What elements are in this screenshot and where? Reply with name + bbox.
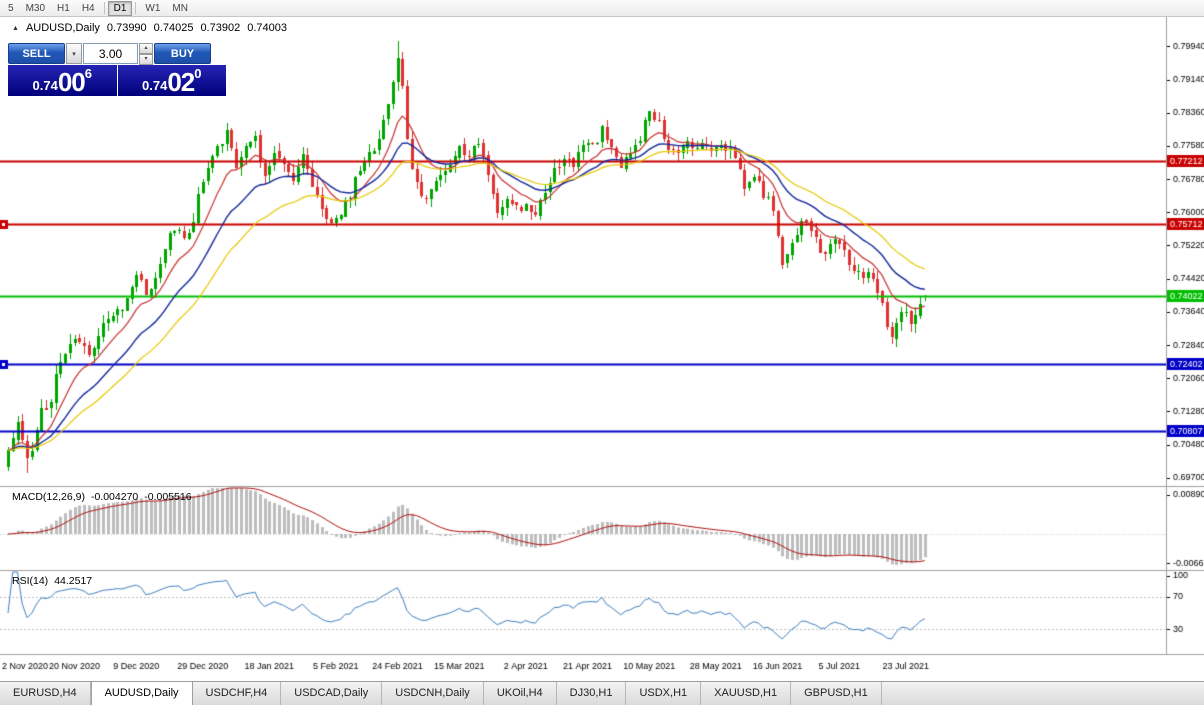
macd-signal-value: -0.005516	[144, 491, 192, 503]
buy-button[interactable]: BUY	[154, 43, 211, 64]
chart-area: ▲ AUDUSD,Daily 0.73990 0.74025 0.73902 0…	[0, 17, 1204, 681]
symbol-direction-icon: ▲	[12, 24, 19, 32]
tab-usdchf-h4[interactable]: USDCHF,H4	[193, 682, 282, 705]
tab-gbpusd-h1[interactable]: GBPUSD,H1	[791, 682, 882, 705]
ohlc-high: 0.74025	[153, 22, 194, 34]
volume-spinner[interactable]: ▴ ▾	[139, 43, 153, 65]
tabbar-filler	[882, 682, 1204, 705]
volume-down-icon[interactable]: ▾	[139, 54, 153, 65]
rsi-value: 44.2517	[54, 575, 93, 587]
toolbar-separator	[103, 2, 105, 14]
ohlc-close: 0.74003	[247, 22, 287, 34]
timeframe-w1[interactable]: W1	[139, 1, 166, 16]
price-chart-canvas[interactable]	[0, 17, 1204, 681]
tab-usdcnh-daily[interactable]: USDCNH,Daily	[382, 682, 484, 705]
timeframe-d1[interactable]: D1	[107, 0, 133, 16]
ohlc-low: 0.73902	[200, 22, 241, 34]
tab-audusd-daily[interactable]: AUDUSD,Daily	[90, 682, 193, 705]
sell-button[interactable]: SELL	[8, 43, 65, 64]
timeframe-m30[interactable]: M30	[20, 1, 51, 16]
volume-dropdown-button[interactable]: ▾	[66, 43, 82, 64]
rsi-indicator-label: RSI(14) 44.2517	[12, 575, 92, 587]
sell-price-prefix: 0.74	[32, 78, 58, 93]
chart-tabbar: EURUSD,H4 AUDUSD,Daily USDCHF,H4 USDCAD,…	[0, 681, 1204, 705]
timeframe-mn[interactable]: MN	[166, 1, 194, 16]
sell-price-pipette: 6	[84, 66, 92, 81]
rsi-name: RSI(14)	[12, 575, 49, 587]
tab-usdcad-daily[interactable]: USDCAD,Daily	[281, 682, 383, 705]
buy-price-prefix: 0.74	[142, 78, 168, 93]
tab-usdx-h1[interactable]: USDX,H1	[626, 682, 702, 705]
buy-price-pipette: 0	[194, 66, 202, 81]
timeframe-toolbar: 5 M30 H1 H4 D1 W1 MN	[0, 0, 1204, 17]
trade-controls-row: SELL ▾ ▴ ▾ BUY	[8, 43, 226, 65]
macd-name: MACD(12,26,9)	[12, 491, 85, 503]
buy-price-big-digits: 02	[167, 67, 195, 97]
toolbar-separator	[135, 2, 137, 14]
tab-eurusd-h4[interactable]: EURUSD,H4	[0, 682, 91, 705]
macd-main-value: -0.004270	[90, 491, 139, 503]
chart-symbol-label: AUDUSD,Daily	[25, 22, 100, 34]
volume-input[interactable]	[83, 43, 138, 64]
chart-ohlc-header: ▲ AUDUSD,Daily 0.73990 0.74025 0.73902 0…	[12, 22, 287, 34]
sell-price-display[interactable]: 0.74 00 6	[8, 65, 117, 96]
timeframe-h4[interactable]: H4	[76, 1, 101, 16]
timeframe-h1[interactable]: H1	[51, 1, 76, 16]
tab-ukoil-h4[interactable]: UKOil,H4	[484, 682, 557, 705]
ohlc-open: 0.73990	[106, 22, 147, 34]
sell-price-big-digits: 00	[57, 67, 86, 97]
timeframe-m5[interactable]: 5	[2, 1, 20, 16]
tab-xauusd-h1[interactable]: XAUUSD,H1	[701, 682, 792, 705]
buy-price-display[interactable]: 0.74 02 0	[117, 65, 226, 97]
volume-up-icon[interactable]: ▴	[139, 43, 153, 54]
macd-indicator-label: MACD(12,26,9) -0.004270 -0.005516	[12, 491, 192, 503]
trade-prices-row: 0.74 00 6 0.74 02 0	[8, 65, 226, 96]
tab-dj30-h1[interactable]: DJ30,H1	[557, 682, 627, 705]
